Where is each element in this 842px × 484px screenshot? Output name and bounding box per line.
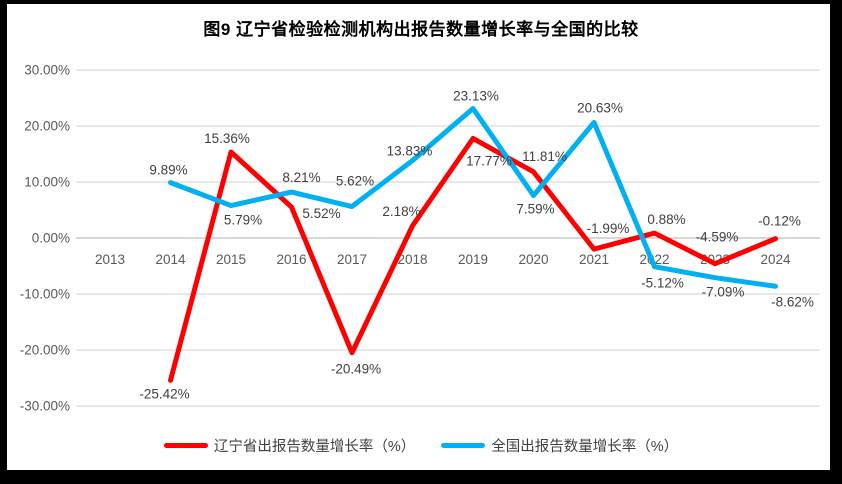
data-label-liaoning: 5.52% xyxy=(302,206,340,221)
data-label-national: 23.13% xyxy=(453,88,499,103)
x-tick-label: 2019 xyxy=(458,252,488,267)
legend-item-liaoning: 辽宁省出报告数量增长率（%） xyxy=(163,435,416,456)
x-tick-label: 2022 xyxy=(639,252,669,267)
y-tick-label: -10.00% xyxy=(20,287,70,302)
frame-left-bar xyxy=(0,0,7,484)
data-label-liaoning: 2.18% xyxy=(382,204,420,219)
chart-title: 图9 辽宁省检验检测机构出报告数量增长率与全国的比较 xyxy=(203,20,639,39)
chart-legend: 辽宁省出报告数量增长率（%） 全国出报告数量增长率（%） xyxy=(0,435,842,456)
x-tick-label: 2021 xyxy=(579,252,609,267)
data-label-liaoning: -0.12% xyxy=(758,214,801,229)
data-label-liaoning: -25.42% xyxy=(139,386,189,401)
data-label-national: 20.63% xyxy=(577,100,623,115)
frame-bottom-bar xyxy=(0,470,842,484)
data-label-liaoning: 0.88% xyxy=(647,212,685,227)
data-label-liaoning: 17.77% xyxy=(466,153,512,168)
y-tick-label: 0.00% xyxy=(32,231,70,246)
y-tick-label: -20.00% xyxy=(20,343,70,358)
x-tick-label: 2020 xyxy=(518,252,548,267)
legend-swatch-national xyxy=(441,443,486,448)
x-tick-label: 2015 xyxy=(216,252,246,267)
frame-right-bar xyxy=(830,0,842,484)
x-tick-label: 2013 xyxy=(95,252,125,267)
x-tick-label: 2018 xyxy=(397,252,427,267)
data-label-liaoning: 15.36% xyxy=(204,131,250,146)
data-label-national: -5.12% xyxy=(641,276,684,291)
series-line-liaoning xyxy=(168,135,778,383)
data-label-national: -7.09% xyxy=(702,285,745,300)
series-line-national xyxy=(168,105,778,289)
data-label-national: 5.62% xyxy=(336,174,374,189)
data-label-liaoning: -1.99% xyxy=(587,221,630,236)
x-tick-label: 2016 xyxy=(276,252,306,267)
data-label-national: 13.83% xyxy=(387,144,433,159)
data-label-national: 9.89% xyxy=(149,163,187,178)
data-label-liaoning: 11.81% xyxy=(522,149,567,164)
x-tick-label: 2014 xyxy=(155,252,186,267)
data-label-national: -8.62% xyxy=(771,294,814,309)
data-label-liaoning: -20.49% xyxy=(331,362,381,377)
legend-label: 辽宁省出报告数量增长率（%） xyxy=(213,439,416,455)
frame-top-bar xyxy=(0,0,842,4)
x-tick-label: 2024 xyxy=(760,252,791,267)
data-label-national: 5.79% xyxy=(224,213,262,228)
legend-swatch-liaoning xyxy=(163,443,208,448)
legend-label: 全国出报告数量增长率（%） xyxy=(491,439,679,455)
y-tick-label: 10.00% xyxy=(24,175,70,190)
y-tick-label: -30.00% xyxy=(20,399,70,414)
data-label-liaoning: -4.59% xyxy=(696,230,739,245)
y-tick-label: 20.00% xyxy=(24,119,70,134)
legend-item-national: 全国出报告数量增长率（%） xyxy=(441,435,678,456)
data-label-national: 7.59% xyxy=(516,201,554,216)
x-tick-label: 2017 xyxy=(337,252,367,267)
y-tick-label: 30.00% xyxy=(24,63,70,78)
data-label-national: 8.21% xyxy=(282,170,320,185)
